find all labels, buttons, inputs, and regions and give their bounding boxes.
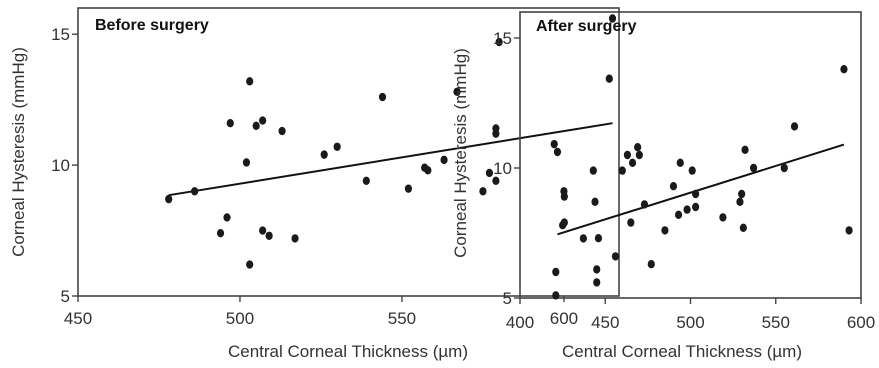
y-tick-label: 5 [503,289,512,308]
data-point [550,139,558,149]
data-point [242,158,251,167]
x-tick-label: 600 [550,309,578,328]
data-point [738,189,746,199]
x-tick-label: 450 [591,313,619,332]
data-point [669,182,678,191]
trend-line [168,122,613,197]
y-tick-label: 15 [51,25,70,44]
data-point [605,74,613,83]
data-point [676,158,684,167]
data-point [265,231,273,240]
data-point [634,143,642,152]
data-point [780,163,788,173]
data-point [845,226,853,235]
data-point [589,166,597,175]
data-point [191,187,199,196]
x-tick-label: 450 [64,309,92,328]
y-tick-label: 5 [61,287,70,306]
chart-panel-after: After surgery Central Corneal Thickness … [451,11,875,361]
data-point [404,184,413,193]
chart-panel-before: Before surgery Central Corneal Thickness… [9,7,620,361]
data-point [165,194,173,204]
data-point [739,223,747,232]
data-point [579,234,587,243]
data-point [259,116,267,125]
data-point [252,121,260,131]
data-point [424,166,432,175]
x-axis-title: Central Corneal Thickness (µm) [562,342,802,361]
data-point [492,176,500,185]
panel-title: Before surgery [95,17,209,34]
data-point [635,150,643,160]
data-point [736,197,744,206]
data-point [223,213,231,222]
y-axis-title: Corneal Hysteresis (mmHg) [451,48,470,258]
data-point [674,210,683,219]
x-tick-label: 550 [388,309,416,328]
data-point [593,278,601,287]
data-point [362,176,370,185]
data-point [741,145,749,154]
data-point [246,260,254,269]
data-point [246,77,254,86]
data-point [661,226,669,235]
data-point [485,168,494,178]
data-point [440,155,448,165]
data-point [640,200,649,209]
data-point [495,37,503,47]
data-point [453,87,461,96]
data-point [492,129,500,138]
x-axis-title: Central Corneal Thickness (µm) [228,342,468,361]
data-point [593,265,601,274]
y-tick-label: 15 [493,29,512,48]
data-point [623,150,632,160]
data-point [692,189,700,199]
panel-title: After surgery [536,18,637,35]
data-point [618,166,626,175]
data-point [216,228,225,238]
trend-line [557,143,845,236]
data-point [560,192,568,201]
data-point [479,187,487,196]
data-point [560,218,568,227]
data-point [594,234,603,243]
plot-frame [77,7,620,297]
data-point [333,142,341,151]
x-tick-label: 600 [847,313,875,332]
data-point [790,122,799,131]
data-point [840,65,848,74]
data-point [683,205,691,214]
data-point [553,147,562,157]
x-tick-label: 500 [676,313,704,332]
data-point [552,267,560,277]
data-point [259,226,267,235]
data-point [278,126,286,136]
data-point [647,260,655,269]
data-point [692,202,700,212]
data-point [749,163,758,173]
data-point [291,234,299,243]
y-tick-label: 10 [51,156,70,175]
x-tick-label: 500 [226,309,254,328]
data-point [552,291,560,300]
data-point [320,150,328,159]
data-point [688,166,696,175]
x-tick-label: 550 [762,313,790,332]
data-point [591,197,599,206]
data-point [628,158,637,167]
data-point [627,218,635,227]
data-point [719,213,727,222]
data-point [226,119,234,128]
x-tick-label: 400 [506,313,534,332]
y-tick-label: 10 [493,159,512,178]
data-point [608,14,617,23]
data-point [611,252,620,261]
y-axis-title: Corneal Hysteresis (mmHg) [9,47,28,257]
data-point [378,92,387,102]
